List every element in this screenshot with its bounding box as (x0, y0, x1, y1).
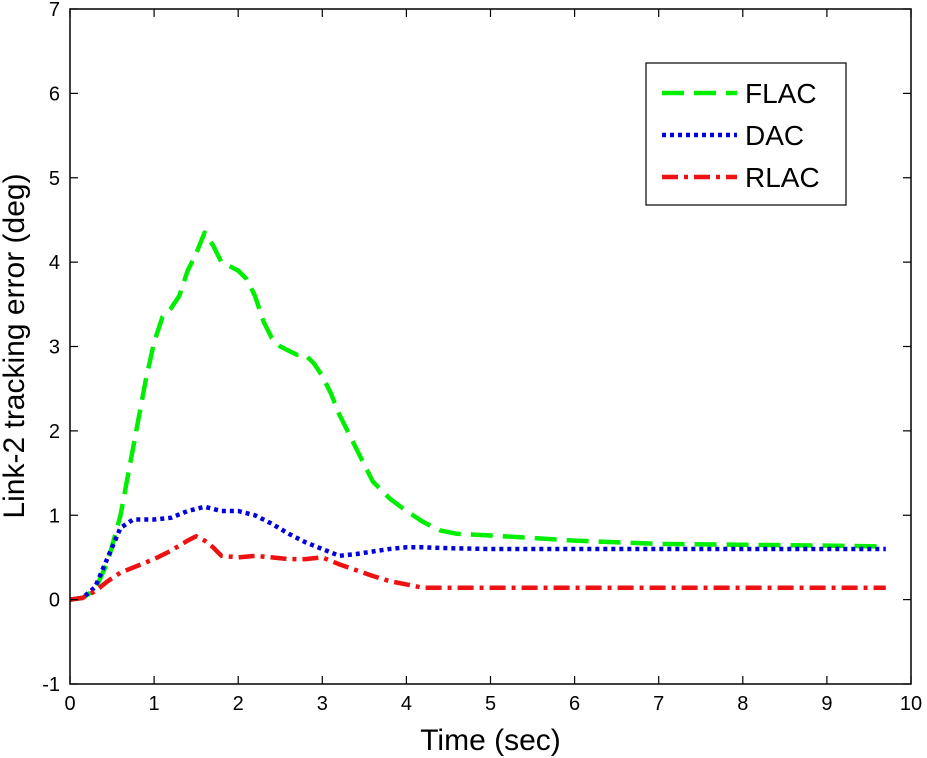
x-tick-label: 4 (401, 693, 412, 715)
legend: FLAC DAC RLAC (645, 62, 847, 206)
y-tick-label: 4 (49, 252, 60, 274)
series-line-dac (69, 504, 886, 602)
x-axis-label: Time (sec) (420, 724, 561, 757)
x-tick-label: 1 (149, 693, 160, 715)
legend-label-dac: DAC (745, 120, 804, 151)
series-line-flac (69, 230, 886, 602)
legend-items: FLAC DAC RLAC (662, 78, 820, 193)
y-tick-label: 3 (49, 337, 60, 359)
series-line-rlac (69, 534, 886, 602)
x-tick-label: 6 (569, 693, 580, 715)
legend-label-flac: FLAC (745, 78, 817, 109)
y-tick-label: 5 (49, 168, 60, 190)
x-tick-label: 9 (821, 693, 832, 715)
y-tick-label: 0 (49, 590, 60, 612)
x-tick-label: 8 (737, 693, 748, 715)
x-tick-label: 7 (653, 693, 664, 715)
y-tick-label: -1 (42, 674, 60, 696)
y-tick-label: 2 (49, 421, 60, 443)
y-tick-label: 6 (49, 83, 60, 105)
x-tick-label: 3 (317, 693, 328, 715)
x-tick-label: 10 (900, 693, 922, 715)
y-axis-label: Link-2 tracking error (deg) (0, 173, 31, 518)
plot-frame (69, 8, 912, 685)
series-layer (69, 230, 886, 602)
x-tick-label: 0 (64, 693, 75, 715)
legend-label-rlac: RLAC (745, 162, 820, 193)
x-tick-label: 5 (485, 693, 496, 715)
y-tick-label: 1 (49, 505, 60, 527)
x-tick-label: 2 (233, 693, 244, 715)
y-tick-label: 7 (49, 0, 60, 21)
